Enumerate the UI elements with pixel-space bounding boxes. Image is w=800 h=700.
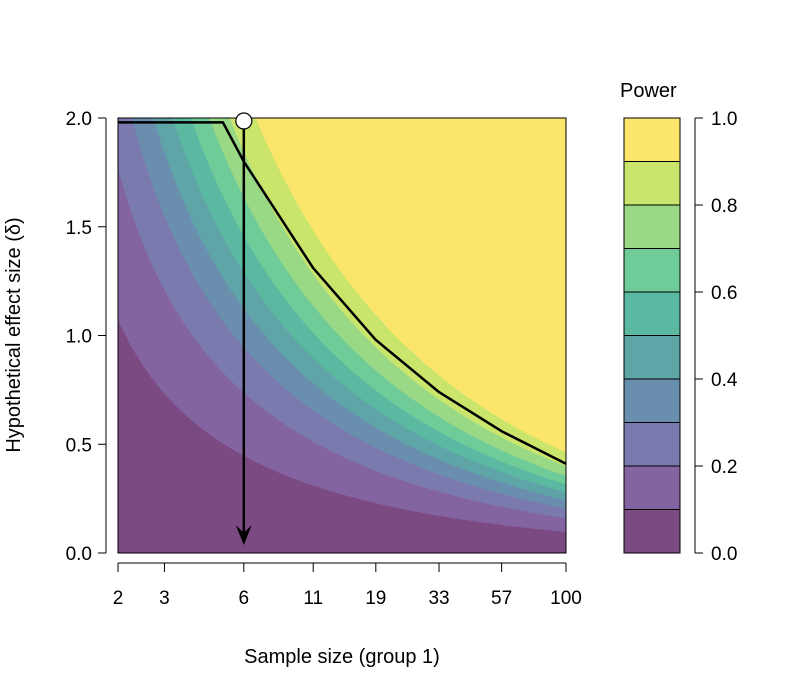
legend-swatch: [623, 509, 681, 554]
legend-swatch: [623, 117, 681, 162]
legend-swatch: [623, 378, 681, 423]
band-power-above-0.9: [255, 118, 566, 453]
legend-tick-label: 0.0: [711, 544, 737, 565]
x-tick-label: 11: [303, 588, 323, 609]
legend-tick-label: 0.2: [711, 457, 737, 478]
legend-title: Power: [620, 80, 677, 102]
y-axis-label: Hypothetical effect size (δ): [3, 217, 25, 452]
x-tick-label: 2: [113, 588, 124, 609]
power-0.8-contour-line: [118, 121, 566, 465]
y-tick-label: 0.0: [66, 544, 92, 565]
x-axis-label: Sample size (group 1): [244, 646, 440, 668]
power-contour-bands: [118, 118, 566, 553]
legend-swatch: [623, 204, 681, 249]
legend-swatch: [623, 335, 681, 380]
x-tick-label: 33: [428, 588, 449, 609]
y-tick-label: 1.0: [66, 327, 92, 348]
power-legend: 0.0 0.2 0.4 0.6 0.8 1.0: [623, 109, 738, 565]
legend-swatch: [623, 465, 681, 510]
power-0.8-contour-layer: [118, 121, 566, 465]
y-tick-label: 1.5: [66, 218, 92, 239]
x-tick-label: 6: [239, 588, 250, 609]
legend-swatch: [623, 248, 681, 293]
x-tick-label: 100: [550, 588, 582, 609]
legend-swatch: [623, 422, 681, 467]
y-tick-label: 0.5: [66, 435, 92, 456]
legend-tick-label: 1.0: [711, 109, 737, 130]
legend-tick-label: 0.8: [711, 196, 737, 217]
y-axis: 0.0 0.5 1.0 1.5 2.0: [66, 109, 107, 565]
x-tick-label: 19: [365, 588, 386, 609]
plot-frame: [117, 117, 567, 554]
legend-tick-label: 0.4: [711, 370, 738, 391]
annotation-layer: [235, 112, 253, 545]
legend-tick-label: 0.6: [711, 283, 737, 304]
x-axis: 2 3 6 11 19 33 57 100: [113, 562, 582, 609]
selected-point: [235, 112, 253, 130]
x-tick-label: 57: [491, 588, 512, 609]
y-tick-label: 2.0: [66, 109, 92, 130]
x-tick-label: 3: [159, 588, 170, 609]
legend-swatch: [623, 161, 681, 206]
legend-swatch: [623, 291, 681, 336]
arrow-head: [235, 525, 252, 545]
